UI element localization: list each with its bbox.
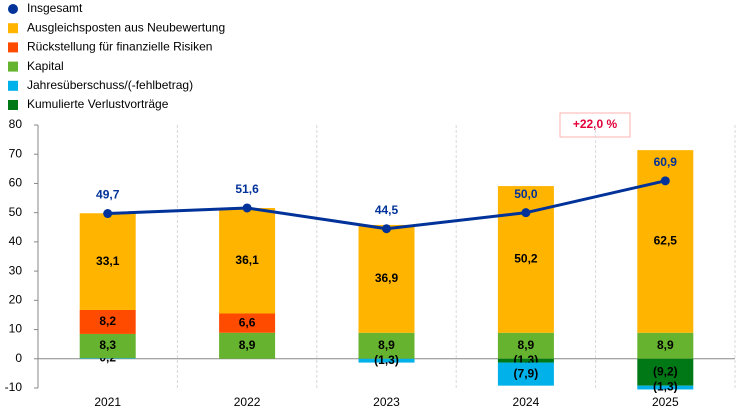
bar-segment (497, 358, 554, 363)
annotation: +22,0 % (573, 117, 618, 131)
bar-segment (637, 358, 694, 386)
value-label: (1,3) (374, 353, 399, 367)
bar-segment (358, 224, 415, 333)
bar-segment (79, 333, 136, 359)
value-label: (7,9) (514, 366, 539, 380)
value-label: 8,9 (378, 338, 395, 352)
legend-marker (8, 4, 18, 14)
line-marker (103, 209, 113, 219)
line-value-label: 60,9 (654, 155, 678, 169)
legend-label: Ausgleichsposten aus Neubewertung (27, 20, 225, 34)
legend-swatch (8, 61, 18, 72)
value-label: (9,2) (653, 364, 678, 378)
y-tick-label: 70 (9, 146, 23, 160)
value-label: 50,2 (514, 252, 538, 266)
y-tick-label: 40 (9, 234, 23, 248)
value-label: 8,2 (99, 314, 116, 328)
x-tick-label: 2024 (513, 395, 540, 409)
legend-swatch (8, 100, 18, 110)
legend-label: Kumulierte Verlustvorträge (27, 97, 169, 111)
value-label: (1,3) (653, 380, 678, 394)
line-value-label: 44,5 (375, 203, 399, 217)
bar-segment (79, 213, 136, 310)
legend-label: Insgesamt (27, 1, 83, 15)
y-tick-label: 20 (9, 293, 23, 307)
value-label: 8,9 (518, 338, 535, 352)
line-marker (660, 176, 670, 186)
legend-swatch (8, 80, 18, 91)
bar-segment (358, 332, 415, 359)
line-marker (382, 224, 391, 234)
legend-label: Jahresüberschuss/(-fehlbetrag) (27, 78, 193, 92)
legend-swatch (8, 42, 18, 53)
value-label: 36,1 (235, 253, 259, 267)
y-tick-label: -10 (5, 380, 23, 394)
value-label: 6,6 (239, 315, 256, 329)
x-tick-label: 2025 (652, 395, 679, 409)
annotation-box (559, 112, 631, 138)
x-tick-label: 2022 (234, 395, 261, 409)
value-label: 33,1 (96, 254, 120, 268)
bar-segment (637, 385, 694, 390)
y-tick-label: 30 (9, 263, 23, 277)
y-tick-label: 0 (15, 351, 22, 365)
bar-segment (497, 332, 554, 359)
value-label: 36,9 (375, 271, 399, 285)
bar-segment (637, 332, 694, 359)
x-tick-label: 2021 (94, 395, 121, 409)
bar-segment (219, 207, 276, 314)
bar-segment (497, 362, 554, 386)
y-tick-label: 10 (9, 322, 23, 336)
y-tick-label: 80 (9, 117, 23, 131)
line-marker (521, 208, 531, 218)
bar-segment (79, 358, 136, 359)
y-tick-label: 60 (9, 176, 23, 190)
bar-segment (219, 313, 276, 333)
line-value-label: 49,7 (96, 188, 120, 202)
legend-label: Rückstellung für finanzielle Risiken (27, 40, 212, 54)
legend-label: Kapital (27, 59, 64, 73)
value-label: 8,3 (99, 338, 116, 352)
bar-segment (79, 309, 136, 334)
value-label: 8,9 (239, 338, 256, 352)
line-value-label: 50,0 (514, 187, 538, 201)
y-tick-label: 50 (9, 205, 23, 219)
value-label: 62,5 (654, 234, 678, 248)
bar-segment (358, 358, 415, 363)
bar-segment (219, 332, 276, 359)
legend-swatch (8, 23, 18, 34)
value-label: 8,9 (657, 338, 674, 352)
line-marker (242, 203, 252, 213)
line-value-label: 51,6 (235, 182, 259, 196)
x-tick-label: 2023 (373, 395, 400, 409)
